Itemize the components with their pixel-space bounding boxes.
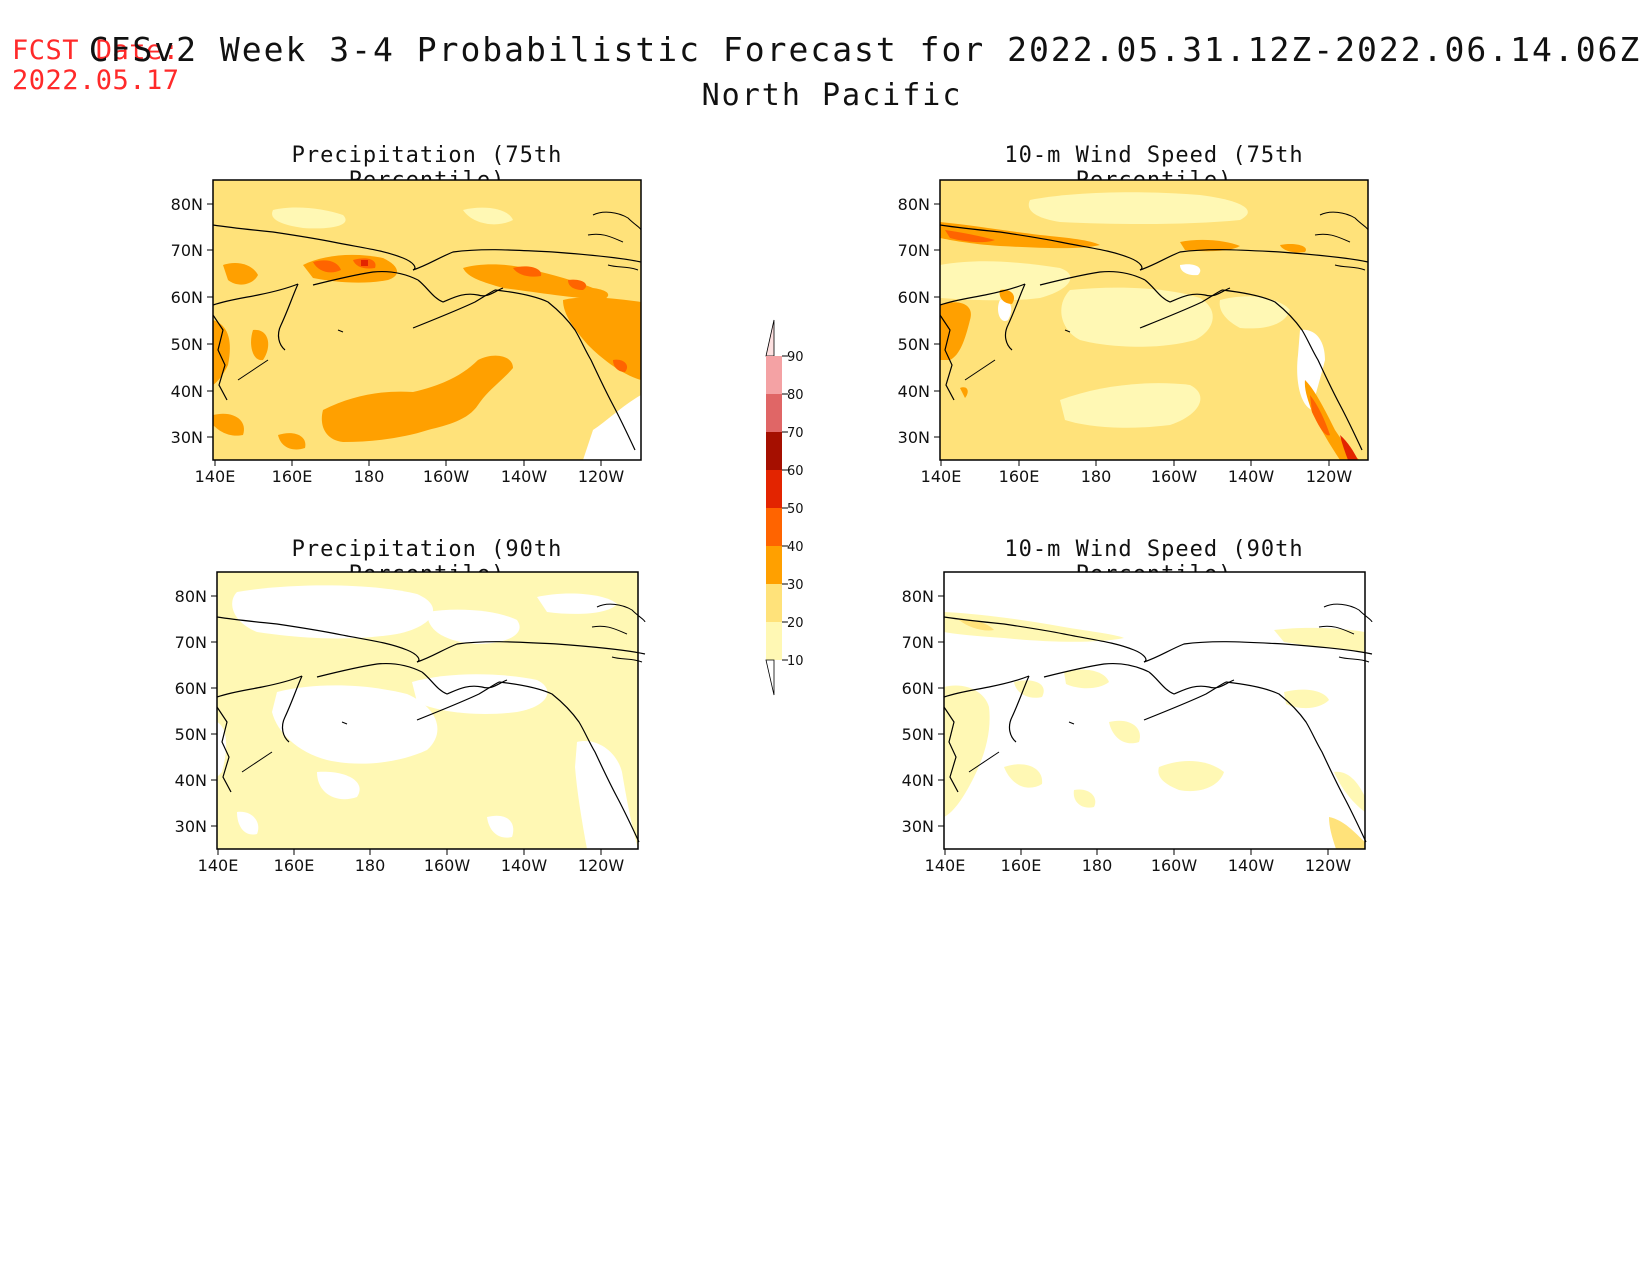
lat-label: 80N: [902, 587, 934, 606]
axis-ticks-panel-2: [934, 203, 1330, 466]
lon-label: 180: [1081, 467, 1112, 486]
forecast-date-value: 2022.05.17: [12, 65, 180, 96]
lat-label: 80N: [171, 195, 203, 214]
axis-labels-panel-3: 80N 70N 60N 50N 40N 30N 140E 160E 180 16…: [175, 587, 625, 875]
colorbar-label: 70: [787, 426, 804, 441]
lat-label: 40N: [902, 771, 934, 790]
map-panel-precip-90: [216, 571, 646, 850]
lat-label: 60N: [175, 679, 207, 698]
lon-label: 160E: [274, 856, 315, 875]
forecast-date-block: FCST Date: 2022.05.17: [12, 36, 180, 96]
lon-label: 160W: [1151, 856, 1198, 875]
lon-label: 180: [1082, 856, 1113, 875]
map-panel-wind-90: [943, 571, 1373, 850]
colorbar-swatch-80-90: [766, 356, 782, 394]
figure-title: CFSv2 Week 3-4 Probabilistic Forecast fo…: [88, 30, 1642, 69]
colorbar-bottom-cap: [765, 659, 775, 696]
region-title: North Pacific: [701, 78, 963, 113]
axis-labels-panel-1: 80N 70N 60N 50N 40N 30N 140E 160E 180 16…: [171, 195, 625, 486]
lon-label: 120W: [578, 467, 625, 486]
lat-label: 30N: [175, 817, 207, 836]
lon-label: 160W: [423, 467, 470, 486]
colorbar-label: 90: [787, 350, 804, 365]
colorbar-swatch-50-60: [766, 470, 782, 508]
lon-label: 140W: [501, 467, 548, 486]
lon-label: 120W: [578, 856, 625, 875]
lon-label: 140E: [198, 856, 239, 875]
lat-label: 30N: [171, 428, 203, 447]
lon-label: 140E: [195, 467, 236, 486]
lat-label: 60N: [902, 679, 934, 698]
map-panel-wind-75: [939, 179, 1369, 461]
colorbar-swatch-10-20: [766, 622, 782, 660]
axis-ticks-panel-1: [207, 203, 602, 466]
lat-label: 40N: [898, 382, 930, 401]
colorbar-swatch-60-70: [766, 432, 782, 470]
lon-label: 140E: [921, 467, 962, 486]
lon-label: 160E: [1001, 856, 1042, 875]
colorbar: 90 80 70 60 50 40 30 20 10: [765, 319, 804, 696]
lat-label: 40N: [175, 771, 207, 790]
lon-label: 160E: [272, 467, 313, 486]
lon-label: 120W: [1305, 856, 1352, 875]
lat-label: 50N: [902, 725, 934, 744]
colorbar-label: 10: [787, 654, 804, 669]
lat-label: 60N: [898, 288, 930, 307]
lon-label: 140E: [925, 856, 966, 875]
forecast-date-label: FCST Date:: [12, 35, 180, 66]
lat-label: 30N: [902, 817, 934, 836]
lon-label: 160W: [424, 856, 471, 875]
lon-label: 140W: [1228, 856, 1275, 875]
map-panel-precip-75: [212, 179, 642, 461]
colorbar-swatch-20-30: [766, 584, 782, 622]
colorbar-top-cap: [765, 319, 775, 357]
colorbar-label: 50: [787, 502, 804, 517]
colorbar-label: 60: [787, 464, 804, 479]
lat-label: 30N: [898, 428, 930, 447]
colorbar-swatch-30-40: [766, 546, 782, 584]
lat-label: 70N: [902, 633, 934, 652]
colorbar-label: 30: [787, 578, 804, 593]
colorbar-swatch-70-80: [766, 394, 782, 432]
axis-labels-panel-4: 80N 70N 60N 50N 40N 30N 140E 160E 180 16…: [902, 587, 1352, 875]
lat-label: 50N: [175, 725, 207, 744]
colorbar-label: 40: [787, 540, 804, 555]
lon-label: 140W: [501, 856, 548, 875]
lon-label: 180: [355, 856, 386, 875]
colorbar-swatch-40-50: [766, 508, 782, 546]
lat-label: 60N: [171, 288, 203, 307]
lat-label: 70N: [898, 241, 930, 260]
lon-label: 160W: [1151, 467, 1198, 486]
lat-label: 50N: [898, 335, 930, 354]
colorbar-label: 80: [787, 388, 804, 403]
lat-label: 80N: [898, 195, 930, 214]
lat-label: 40N: [171, 382, 203, 401]
lon-label: 140W: [1228, 467, 1275, 486]
axis-ticks-panel-4: [938, 595, 1329, 855]
lat-label: 80N: [175, 587, 207, 606]
lat-label: 70N: [171, 241, 203, 260]
lat-label: 50N: [171, 335, 203, 354]
axis-labels-panel-2: 80N 70N 60N 50N 40N 30N 140E 160E 180 16…: [898, 195, 1353, 486]
lon-label: 120W: [1306, 467, 1353, 486]
axis-ticks-panel-3: [211, 595, 602, 855]
lon-label: 160E: [999, 467, 1040, 486]
lat-label: 70N: [175, 633, 207, 652]
lon-label: 180: [354, 467, 385, 486]
colorbar-label: 20: [787, 616, 804, 631]
